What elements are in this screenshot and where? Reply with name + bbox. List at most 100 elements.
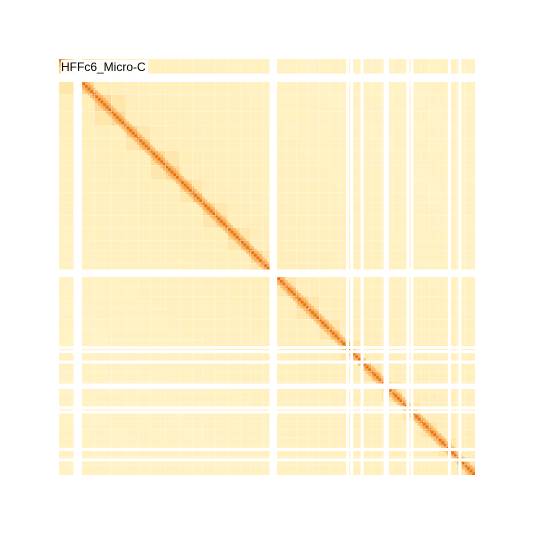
- matrix-texture-cell: [203, 59, 219, 75]
- matrix-texture-cell: [59, 315, 75, 331]
- matrix-texture-cell: [299, 363, 315, 379]
- matrix-texture-cell: [315, 459, 331, 475]
- matrix-texture-cell: [59, 219, 75, 235]
- diagonal-core: [165, 165, 169, 169]
- diagonal-core: [404, 404, 408, 408]
- empty-row-stripe: [59, 73, 475, 77]
- diagonal-core: [186, 186, 189, 189]
- contact-matrix-heatmap[interactable]: [59, 59, 475, 475]
- matrix-texture-cell: [411, 235, 427, 251]
- matrix-texture-cell: [139, 427, 155, 443]
- matrix-texture-cell: [459, 171, 475, 187]
- matrix-texture-cell: [91, 203, 107, 219]
- matrix-texture-cell: [459, 427, 475, 443]
- matrix-texture-cell: [331, 299, 347, 315]
- matrix-texture-cell: [155, 107, 171, 123]
- matrix-texture-cell: [363, 251, 379, 267]
- matrix-texture-cell: [171, 283, 187, 299]
- matrix-texture-cell: [235, 283, 251, 299]
- empty-column-stripe: [350, 59, 354, 475]
- matrix-texture-cell: [443, 251, 459, 267]
- matrix-texture-cell: [155, 315, 171, 331]
- matrix-texture-cell: [315, 155, 331, 171]
- matrix-texture-cell: [187, 251, 203, 267]
- empty-column-stripe: [385, 59, 389, 475]
- matrix-texture-cell: [219, 107, 235, 123]
- matrix-texture-cell: [203, 107, 219, 123]
- matrix-texture-cell: [299, 411, 315, 427]
- matrix-texture-cell: [283, 315, 299, 331]
- diagonal-core: [113, 113, 117, 117]
- matrix-texture-cell: [107, 251, 123, 267]
- matrix-texture-cell: [91, 315, 107, 331]
- diagonal-core: [363, 363, 366, 366]
- matrix-texture-cell: [139, 283, 155, 299]
- empty-column-stripe: [269, 59, 273, 475]
- diagonal-core: [441, 441, 444, 444]
- matrix-texture-cell: [123, 155, 139, 171]
- matrix-texture-cell: [123, 139, 139, 155]
- bin-gridline-horizontal: [59, 111, 475, 112]
- matrix-texture-cell: [411, 459, 427, 475]
- diagonal-core: [196, 196, 200, 200]
- matrix-texture-cell: [171, 59, 187, 75]
- matrix-texture-cell: [331, 251, 347, 267]
- matrix-texture-cell: [443, 411, 459, 427]
- matrix-texture-cell: [187, 107, 203, 123]
- matrix-texture-cell: [443, 283, 459, 299]
- empty-column-stripe: [360, 59, 364, 475]
- matrix-texture-cell: [123, 299, 139, 315]
- diagonal-core: [243, 243, 247, 247]
- diagonal-core: [87, 87, 91, 91]
- empty-column-stripe: [406, 59, 410, 475]
- matrix-texture-cell: [411, 59, 427, 75]
- diagonal-core: [306, 306, 309, 309]
- matrix-texture-cell: [283, 107, 299, 123]
- bin-gridline-horizontal: [59, 339, 475, 341]
- diagonal-core: [92, 92, 96, 96]
- matrix-texture-cell: [171, 459, 187, 475]
- diagonal-core: [90, 90, 93, 93]
- diagonal-core: [451, 451, 455, 455]
- track-title: HFFc6_Micro-C: [61, 60, 148, 74]
- diagonal-core: [417, 417, 421, 421]
- matrix-texture-cell: [59, 107, 75, 123]
- bin-gridline-horizontal: [59, 437, 475, 439]
- matrix-texture-cell: [411, 251, 427, 267]
- matrix-texture-cell: [299, 203, 315, 219]
- diagonal-core: [462, 462, 465, 465]
- matrix-texture-cell: [139, 107, 155, 123]
- matrix-texture-cell: [315, 427, 331, 443]
- matrix-texture-cell: [219, 315, 235, 331]
- bin-gridline-vertical: [339, 59, 341, 475]
- matrix-texture-cell: [91, 299, 107, 315]
- diagonal-core: [178, 178, 182, 182]
- matrix-texture-cell: [187, 123, 203, 139]
- matrix-texture-cell: [219, 155, 235, 171]
- diagonal-core: [261, 261, 265, 265]
- diagonal-core: [399, 399, 403, 403]
- diagonal-core: [454, 454, 457, 457]
- matrix-texture-cell: [219, 59, 235, 75]
- matrix-texture-cell: [155, 251, 171, 267]
- matrix-texture-cell: [283, 363, 299, 379]
- matrix-texture-cell: [139, 171, 155, 187]
- matrix-texture-cell: [155, 203, 171, 219]
- bin-gridline-horizontal: [59, 77, 475, 79]
- matrix-texture-cell: [59, 123, 75, 139]
- contact-matrix-panel[interactable]: [59, 59, 475, 475]
- matrix-texture-cell: [219, 331, 235, 347]
- diagonal-core: [436, 436, 439, 439]
- empty-column-stripe: [346, 59, 350, 475]
- bin-gridline-horizontal: [59, 350, 475, 351]
- diagonal-core: [282, 282, 286, 286]
- matrix-texture-cell: [251, 363, 267, 379]
- matrix-texture-cell: [107, 219, 123, 235]
- matrix-texture-cell: [251, 139, 267, 155]
- bin-gridline-vertical: [192, 59, 193, 475]
- diagonal-core: [202, 202, 205, 205]
- diagonal-core: [241, 241, 244, 244]
- empty-column-stripe: [410, 59, 414, 475]
- matrix-texture-cell: [171, 91, 187, 107]
- diagonal-core: [137, 137, 140, 140]
